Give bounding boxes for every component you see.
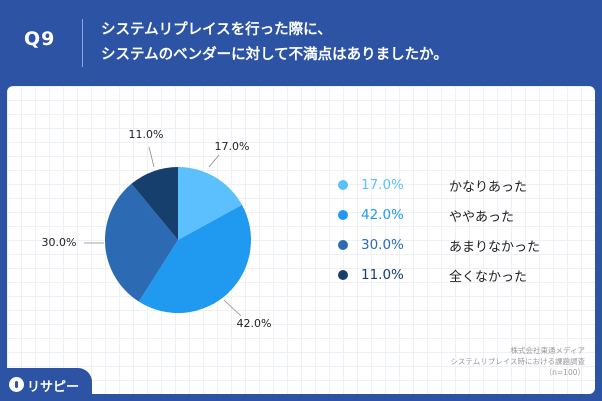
leader-line: [223, 299, 242, 317]
data-label: 42.0%: [237, 317, 272, 330]
leader-line: [148, 146, 155, 168]
legend-percent: 42.0%: [361, 207, 404, 223]
data-label: 17.0%: [215, 140, 250, 153]
pie-slice: [104, 183, 178, 302]
legend-label: ややあった: [449, 209, 515, 225]
pie-slice: [131, 167, 178, 240]
legend-label: 全くなかった: [449, 269, 528, 285]
source-note: 株式会社東通メディア システムリプレイス時における課題調査 （n=100）: [325, 345, 585, 378]
source-survey: システムリプレイス時における課題調査: [450, 357, 585, 366]
header-divider: [82, 19, 83, 67]
legend-label: あまりなかった: [449, 239, 541, 255]
legend-percent: 30.0%: [361, 237, 404, 253]
risapy-logo: リサピー: [0, 368, 92, 401]
logo-text: リサピー: [27, 380, 80, 395]
header: Q9 システムリプレイスを行った際に、 システムのベンダーに対して不満点はありま…: [0, 0, 602, 86]
pie-slice: [138, 204, 252, 314]
data-label: 11.0%: [129, 128, 164, 141]
legend-item: 30.0% あまりなかった: [338, 230, 568, 260]
legend-label: かなりあった: [449, 179, 528, 195]
legend-percent: 17.0%: [361, 177, 404, 193]
legend-swatch: [338, 210, 348, 220]
question-number: Q9: [24, 28, 56, 50]
legend: 17.0% かなりあった 42.0% ややあった 30.0% あまりなかった 11.0% 全く…: [338, 170, 568, 290]
data-label: 30.0%: [42, 236, 77, 249]
legend-swatch: [338, 240, 348, 250]
legend-swatch: [338, 180, 348, 190]
legend-swatch: [338, 270, 348, 280]
source-company: 株式会社東通メディア: [510, 346, 585, 355]
pie-slice: [178, 167, 242, 240]
legend-percent: 11.0%: [361, 267, 404, 283]
question-text: システムリプレイスを行った際に、 システムのベンダーに対して不満点はありましたか…: [101, 22, 448, 63]
leader-line: [208, 154, 220, 168]
logo-mark-icon: [9, 377, 24, 392]
source-sample-size: （n=100）: [544, 368, 585, 377]
legend-item: 42.0% ややあった: [338, 200, 568, 230]
legend-item: 17.0% かなりあった: [338, 170, 568, 200]
legend-item: 11.0% 全くなかった: [338, 260, 568, 290]
